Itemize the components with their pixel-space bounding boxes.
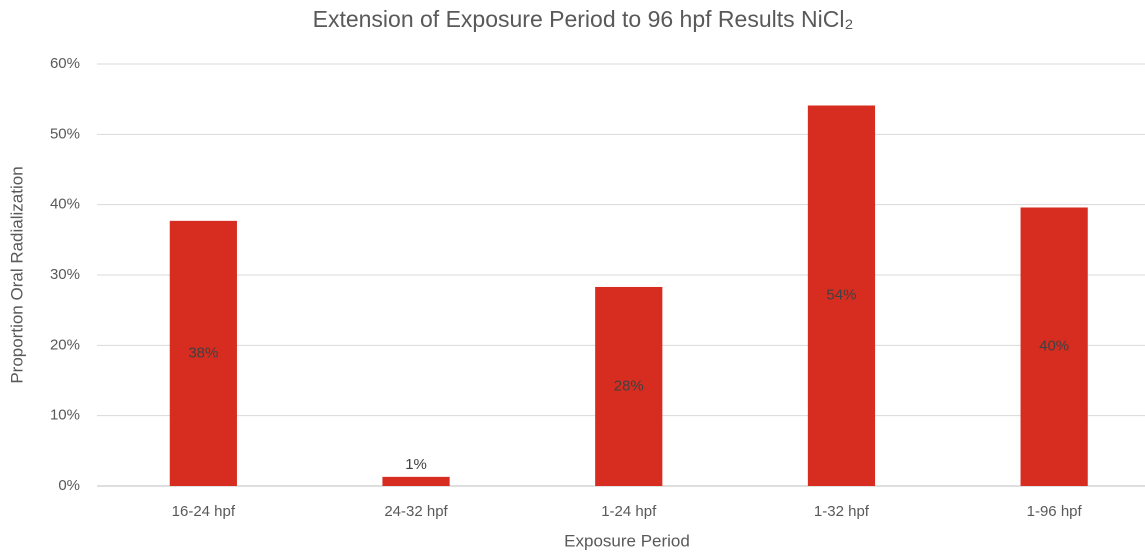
y-tick-label: 10% [50, 407, 80, 424]
x-tick-label: 1-32 hpf [814, 503, 870, 520]
data-label: 1% [405, 456, 427, 473]
bar [382, 476, 450, 486]
x-tick-label: 24-32 hpf [384, 503, 448, 520]
bar [169, 220, 237, 487]
data-label: 54% [826, 287, 856, 304]
x-tick-label: 16-24 hpf [172, 503, 236, 520]
y-tick-label: 50% [50, 125, 80, 142]
bar [1020, 207, 1088, 487]
y-tick-label: 20% [50, 336, 80, 353]
chart-title: Extension of Exposure Period to 96 hpf R… [313, 6, 854, 32]
x-axis-label: Exposure Period [564, 531, 690, 550]
bar [595, 286, 663, 486]
data-label: 28% [614, 377, 644, 394]
y-tick-label: 40% [50, 196, 80, 213]
x-tick-label: 1-24 hpf [601, 503, 657, 520]
y-tick-label: 60% [50, 55, 80, 72]
y-tick-label: 30% [50, 266, 80, 283]
data-label: 38% [188, 344, 218, 361]
bar [807, 105, 876, 486]
y-axis-label: Proportion Oral Radialization [7, 166, 26, 383]
data-label: 40% [1039, 338, 1069, 355]
x-tick-label: 1-96 hpf [1027, 503, 1083, 520]
y-tick-label: 0% [58, 477, 80, 494]
